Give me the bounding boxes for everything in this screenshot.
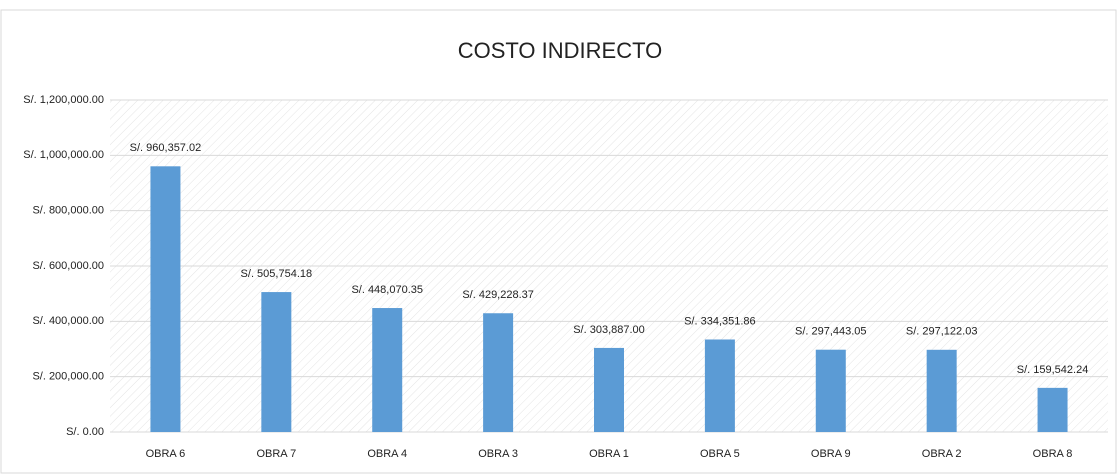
bar: [261, 292, 292, 432]
y-tick-label: S/. 1,000,000.00: [23, 149, 104, 161]
x-tick-label: OBRA 2: [922, 448, 962, 460]
bar: [372, 308, 403, 432]
y-tick-label: S/. 600,000.00: [32, 260, 104, 272]
x-tick-label: OBRA 9: [811, 448, 851, 460]
data-label: S/. 429,228.37: [462, 289, 534, 301]
data-label: S/. 303,887.00: [573, 324, 645, 336]
bar: [1037, 387, 1068, 432]
x-tick-label: OBRA 4: [367, 448, 407, 460]
y-tick-label: S/. 0.00: [66, 426, 104, 438]
bar: [594, 347, 624, 432]
y-tick-label: S/. 200,000.00: [32, 371, 104, 383]
bar: [483, 313, 514, 432]
data-label: S/. 505,754.18: [241, 268, 313, 280]
bar: [150, 166, 181, 433]
data-label: S/. 334,351.86: [684, 315, 756, 327]
data-label: S/. 960,357.02: [130, 142, 202, 154]
x-tick-label: OBRA 7: [256, 448, 296, 460]
data-label: S/. 297,443.05: [795, 326, 867, 338]
chart-title: COSTO INDIRECTO: [458, 38, 663, 63]
data-label: S/. 297,122.03: [906, 326, 978, 338]
x-tick-label: OBRA 5: [700, 448, 740, 460]
data-label: S/. 159,542.24: [1017, 364, 1089, 376]
y-tick-label: S/. 1,200,000.00: [23, 94, 104, 106]
bar: [815, 349, 846, 432]
x-tick-label: OBRA 6: [146, 448, 186, 460]
x-tick-label: OBRA 3: [478, 448, 518, 460]
x-tick-label: OBRA 1: [589, 448, 629, 460]
bar: [926, 349, 957, 432]
data-label: S/. 448,070.35: [351, 284, 423, 296]
y-tick-label: S/. 400,000.00: [32, 315, 104, 327]
x-tick-label: OBRA 8: [1033, 448, 1073, 460]
y-tick-label: S/. 800,000.00: [32, 205, 104, 217]
bar: [704, 339, 735, 432]
